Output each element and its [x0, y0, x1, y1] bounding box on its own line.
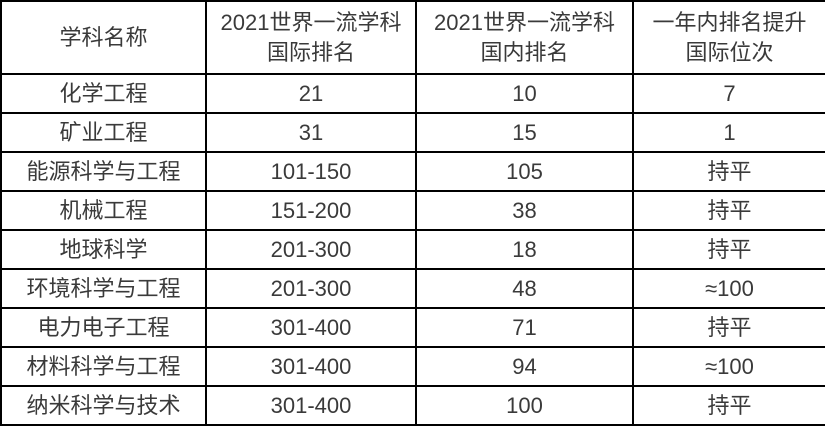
header-row: 学科名称 2021世界一流学科 国际排名 2021世界一流学科 国内排名 一年内…	[0, 0, 825, 75]
table-body: 化学工程 21 10 7 矿业工程 31 15 1 能源科学与工程 101-15…	[0, 73, 825, 426]
table-header: 学科名称 2021世界一流学科 国际排名 2021世界一流学科 国内排名 一年内…	[0, 0, 825, 75]
cell-cn-rank: 48	[415, 268, 634, 309]
table-row: 化学工程 21 10 7	[0, 73, 825, 114]
table-row: 地球科学 201-300 18 持平	[0, 229, 825, 270]
cell-rank-change: 持平	[632, 229, 825, 270]
cell-intl-rank: 201-300	[205, 268, 417, 309]
cell-intl-rank: 301-400	[205, 346, 417, 387]
table-row: 纳米科学与技术 301-400 100 持平	[0, 385, 825, 426]
table-row: 环境科学与工程 201-300 48 ≈100	[0, 268, 825, 309]
table-row: 电力电子工程 301-400 71 持平	[0, 307, 825, 348]
cell-cn-rank: 105	[415, 151, 634, 192]
column-header-rank-change: 一年内排名提升 国际位次	[632, 0, 825, 75]
cell-intl-rank: 21	[205, 73, 417, 114]
cell-rank-change: 7	[632, 73, 825, 114]
column-header-intl-rank: 2021世界一流学科 国际排名	[205, 0, 417, 75]
cell-subject-name: 材料科学与工程	[0, 346, 207, 387]
table-row: 机械工程 151-200 38 持平	[0, 190, 825, 231]
cell-subject-name: 能源科学与工程	[0, 151, 207, 192]
cell-cn-rank: 94	[415, 346, 634, 387]
cell-intl-rank: 151-200	[205, 190, 417, 231]
cell-subject-name: 矿业工程	[0, 112, 207, 153]
cell-rank-change: 持平	[632, 190, 825, 231]
table-row: 矿业工程 31 15 1	[0, 112, 825, 153]
cell-cn-rank: 38	[415, 190, 634, 231]
cell-rank-change: ≈100	[632, 268, 825, 309]
cell-subject-name: 电力电子工程	[0, 307, 207, 348]
cell-intl-rank: 201-300	[205, 229, 417, 270]
column-header-subject-name: 学科名称	[0, 0, 207, 75]
cell-rank-change: 1	[632, 112, 825, 153]
cell-intl-rank: 31	[205, 112, 417, 153]
cell-intl-rank: 101-150	[205, 151, 417, 192]
cell-rank-change: 持平	[632, 385, 825, 426]
cell-subject-name: 化学工程	[0, 73, 207, 114]
cell-cn-rank: 71	[415, 307, 634, 348]
cell-subject-name: 机械工程	[0, 190, 207, 231]
cell-subject-name: 地球科学	[0, 229, 207, 270]
table-row: 能源科学与工程 101-150 105 持平	[0, 151, 825, 192]
cell-cn-rank: 10	[415, 73, 634, 114]
table-row: 材料科学与工程 301-400 94 ≈100	[0, 346, 825, 387]
cell-rank-change: 持平	[632, 307, 825, 348]
column-header-cn-rank: 2021世界一流学科 国内排名	[415, 0, 634, 75]
cell-cn-rank: 18	[415, 229, 634, 270]
cell-cn-rank: 15	[415, 112, 634, 153]
cell-intl-rank: 301-400	[205, 307, 417, 348]
cell-cn-rank: 100	[415, 385, 634, 426]
cell-subject-name: 纳米科学与技术	[0, 385, 207, 426]
cell-intl-rank: 301-400	[205, 385, 417, 426]
cell-rank-change: 持平	[632, 151, 825, 192]
cell-rank-change: ≈100	[632, 346, 825, 387]
cell-subject-name: 环境科学与工程	[0, 268, 207, 309]
